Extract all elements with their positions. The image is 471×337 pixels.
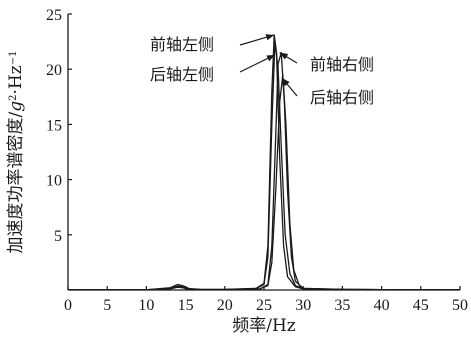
y-axis-label-sq: 2	[8, 94, 19, 100]
x-tick-label: 10	[138, 297, 154, 314]
annotation-label: 前轴右侧	[310, 55, 374, 74]
x-tick-label: 40	[374, 297, 390, 314]
y-axis-label-inv: −1	[8, 51, 19, 66]
y-axis-label-base: 加速度功率谱密度/	[6, 111, 26, 253]
y-ticks: 5 10 15 20 25	[46, 7, 72, 245]
series-line-2	[68, 40, 461, 291]
x-tick-label: 20	[217, 297, 233, 314]
series-line-1	[68, 34, 461, 291]
y-tick-label: 20	[46, 62, 62, 79]
annotation-arrowhead	[265, 34, 275, 41]
y-tick-label: 5	[54, 228, 62, 245]
annotation-arrowhead	[282, 78, 290, 87]
y-axis-label-dot: ·Hz	[6, 65, 26, 94]
y-tick-label: 15	[46, 117, 62, 134]
x-tick-label: 15	[178, 297, 194, 314]
series-layer	[68, 34, 461, 291]
x-tick-label: 45	[413, 297, 429, 314]
x-tick-label: 35	[334, 297, 350, 314]
y-tick-label: 10	[46, 173, 62, 190]
annotation-label: 前轴左侧	[150, 35, 214, 54]
x-tick-label: 5	[103, 297, 111, 314]
annotation-label: 后轴右侧	[310, 88, 374, 107]
x-axis-label: 频率/Hz	[232, 316, 296, 336]
x-tick-label: 30	[295, 297, 311, 314]
x-tick-label: 25	[256, 297, 272, 314]
y-axis-label: 加速度功率谱密度/g2·Hz−1	[6, 51, 26, 254]
annotation-arrowhead	[266, 54, 275, 62]
x-tick-label: 0	[64, 297, 72, 314]
x-ticks: 0 5 10 15 20 25 30 35 40 45 50	[64, 286, 468, 314]
x-tick-label: 50	[452, 297, 468, 314]
series-line-4	[68, 74, 461, 291]
annotation-label: 后轴左侧	[150, 65, 214, 84]
y-axis-label-g: g	[6, 101, 26, 112]
series-line-3	[68, 51, 461, 291]
y-tick-label: 25	[46, 7, 62, 24]
annotation-arrowhead	[279, 52, 289, 60]
